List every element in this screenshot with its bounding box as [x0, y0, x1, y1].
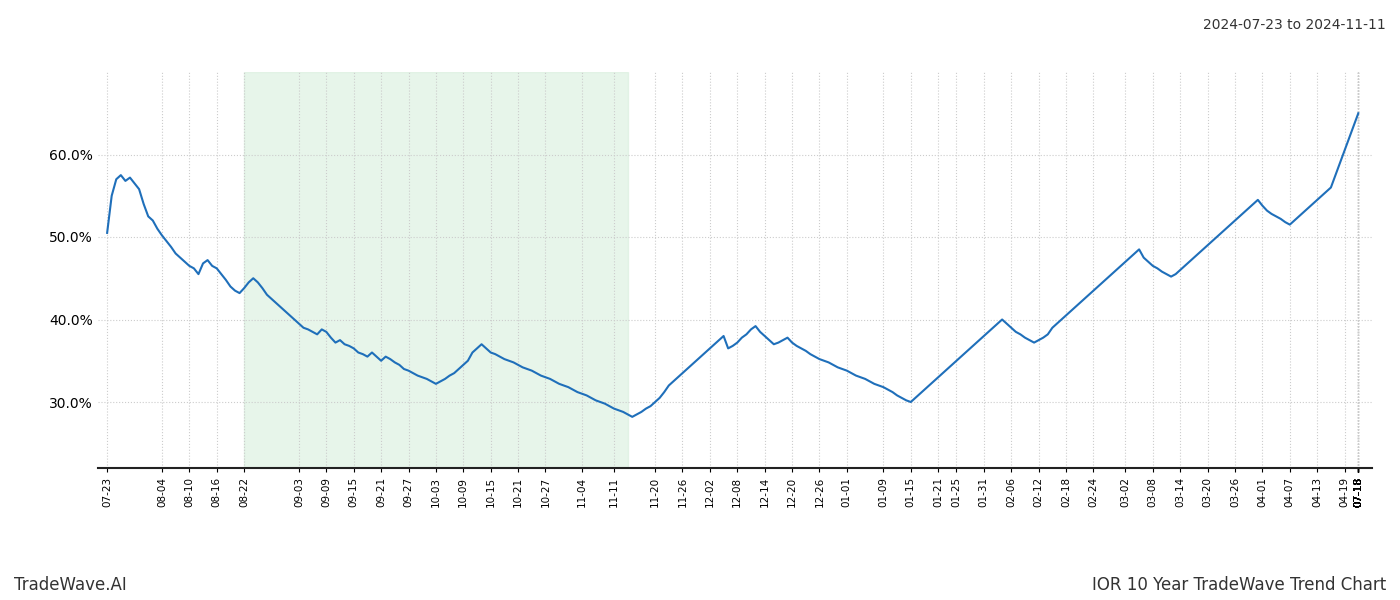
Bar [244, 72, 627, 468]
Text: IOR 10 Year TradeWave Trend Chart: IOR 10 Year TradeWave Trend Chart [1092, 576, 1386, 594]
Text: TradeWave.AI: TradeWave.AI [14, 576, 127, 594]
Text: 2024-07-23 to 2024-11-11: 2024-07-23 to 2024-11-11 [1203, 18, 1386, 32]
